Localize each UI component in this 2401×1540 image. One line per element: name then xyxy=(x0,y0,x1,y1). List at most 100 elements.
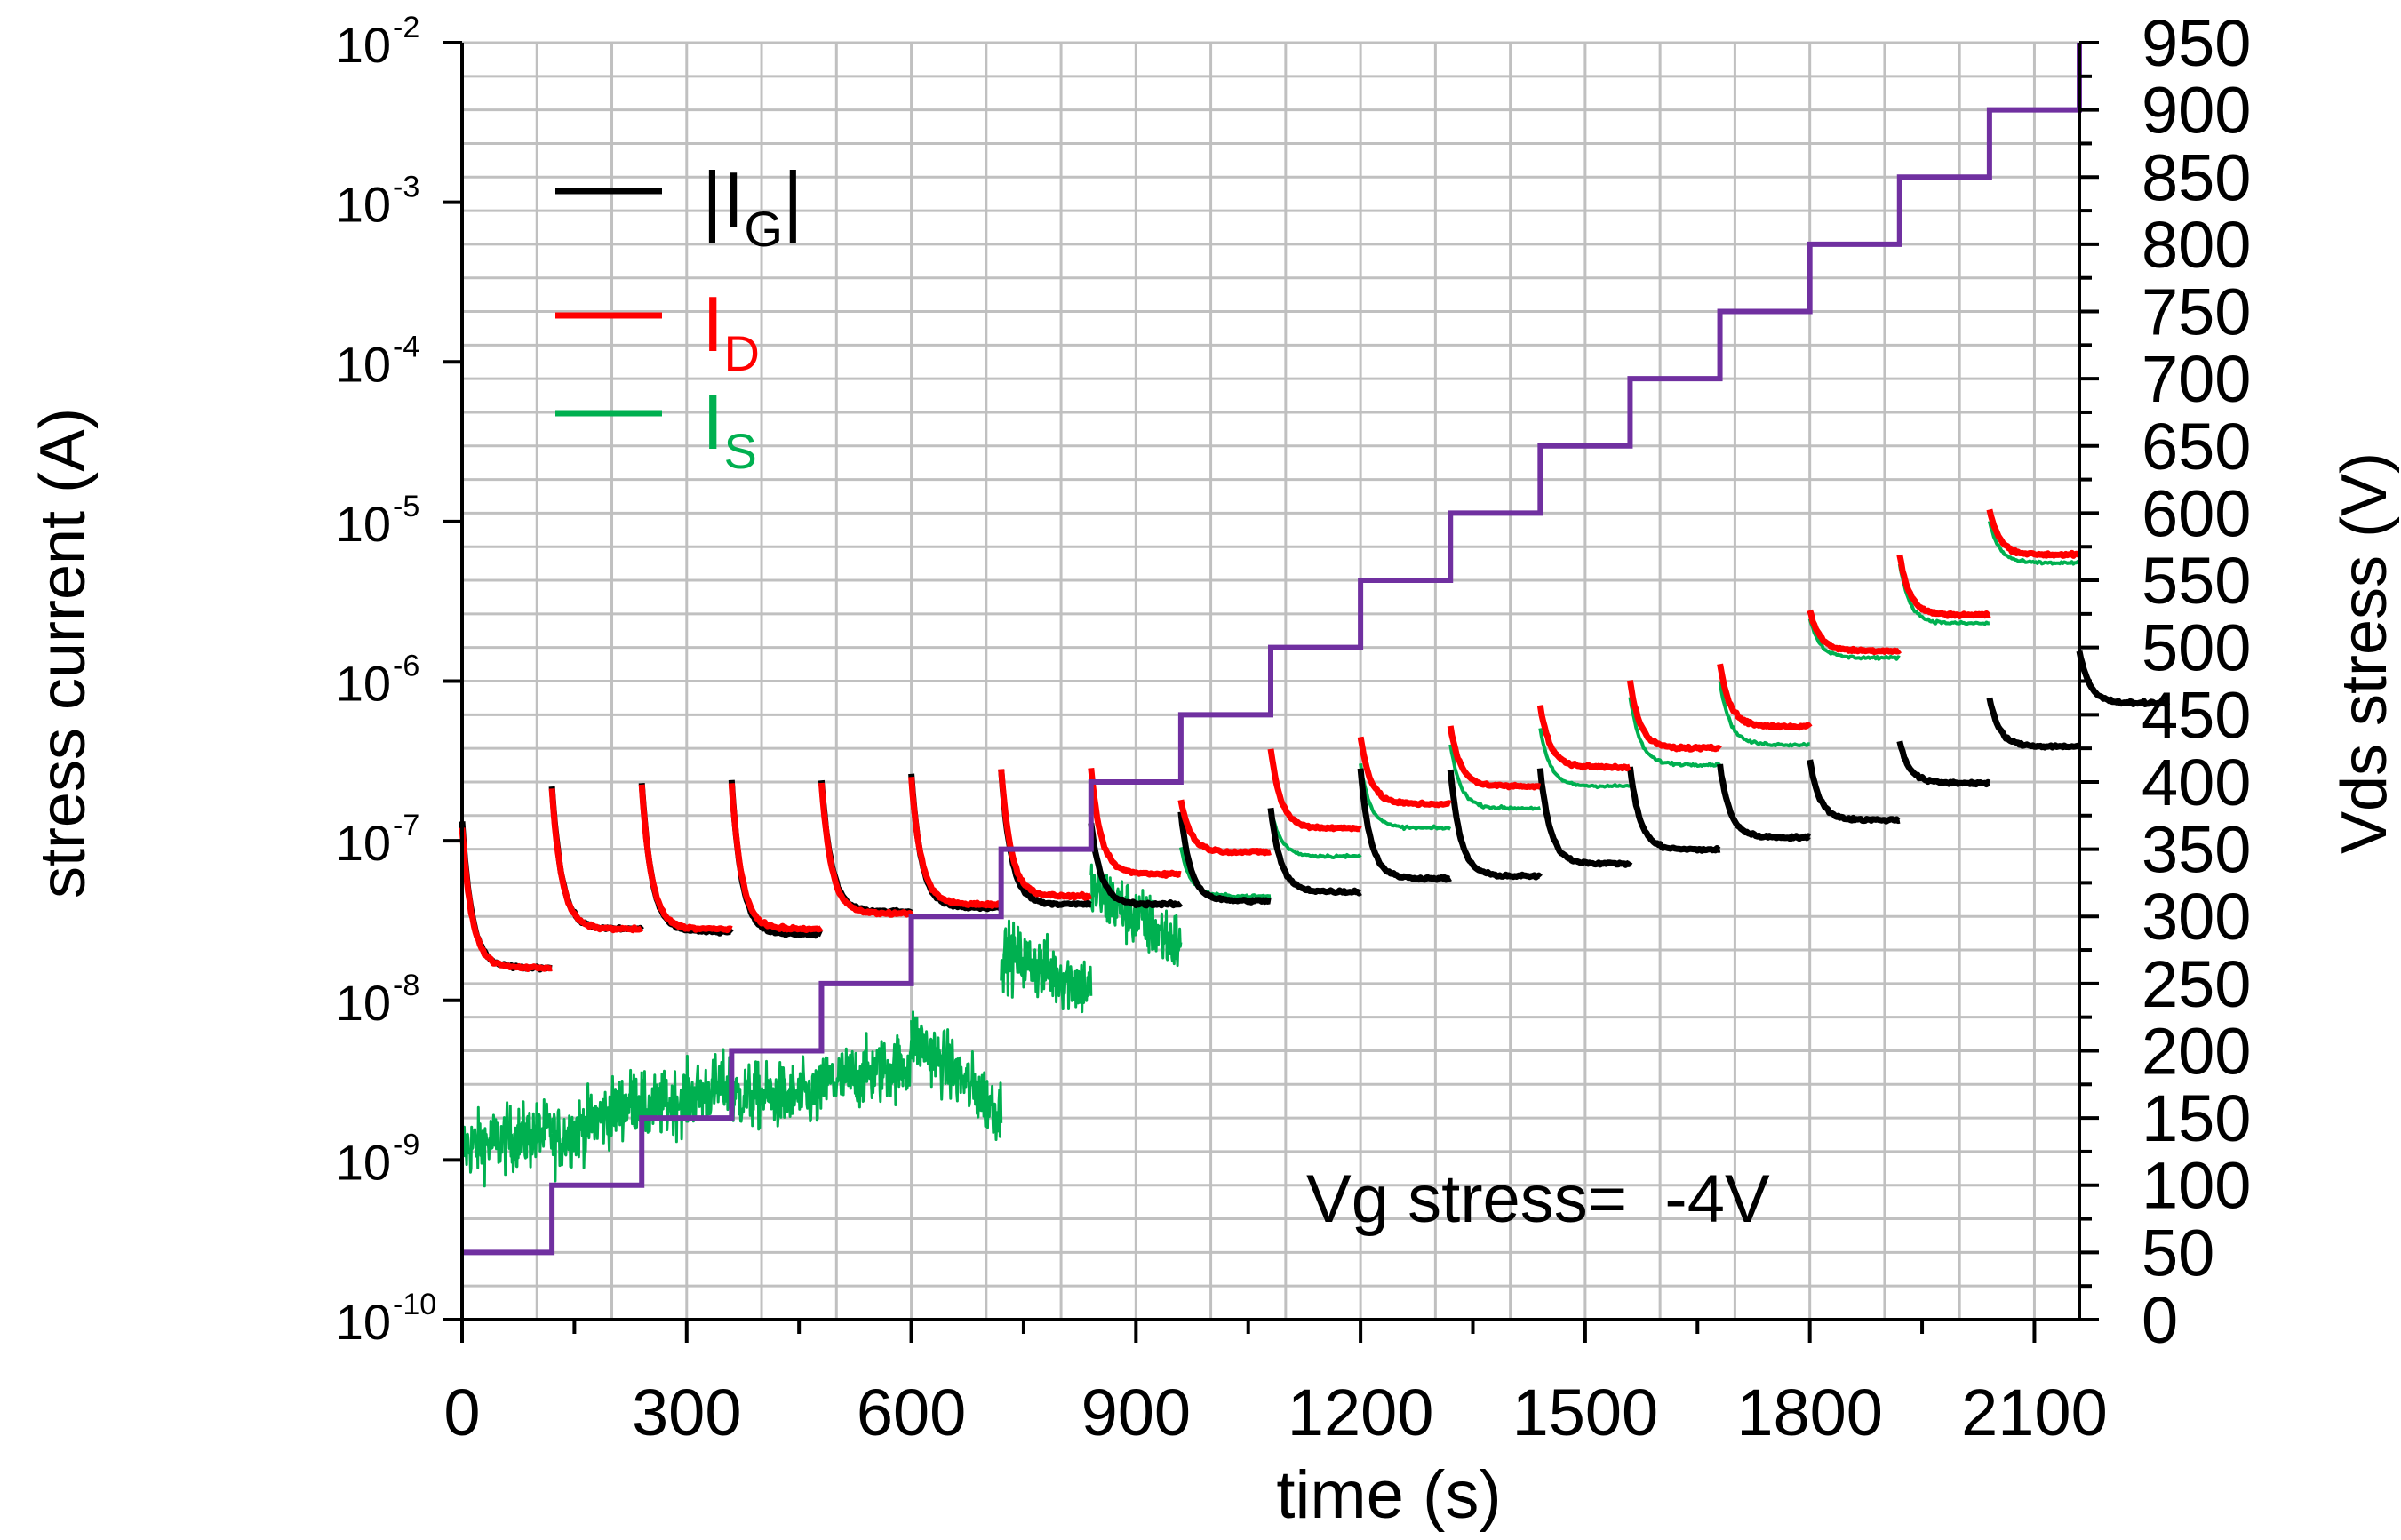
series-segment xyxy=(1896,554,1991,619)
series-segment xyxy=(550,1068,643,1183)
vg-stress-annotation: Vg stress= -4V xyxy=(1306,1161,1770,1237)
tick-base: 10 xyxy=(336,656,391,712)
series-segment xyxy=(1357,768,1452,883)
series-id xyxy=(459,508,2082,972)
series-segment xyxy=(1448,744,1541,811)
series-segment xyxy=(1088,822,1184,909)
tick-exponent: -8 xyxy=(393,969,419,1002)
series-segment xyxy=(1177,811,1272,906)
right-y-tick-label: 800 xyxy=(2142,208,2251,282)
series-segment xyxy=(1986,697,2081,751)
x-tick-label: 2100 xyxy=(1961,1376,2108,1449)
left-y-tick-label: 10 -8 xyxy=(336,969,420,1031)
tick-exponent: -5 xyxy=(393,490,419,523)
series-segment xyxy=(818,779,913,916)
series-segment xyxy=(908,773,1003,913)
tick-exponent: -6 xyxy=(393,650,419,683)
tick-base: 10 xyxy=(336,496,391,552)
right-y-tick-label: 550 xyxy=(2142,544,2251,618)
series-segment xyxy=(1447,725,1543,791)
x-tick-label: 1200 xyxy=(1288,1376,1434,1449)
series-segment xyxy=(1357,736,1452,809)
right-y-tick-label: 650 xyxy=(2142,410,2251,483)
series-segment xyxy=(1088,768,1183,879)
series-segment xyxy=(459,821,554,973)
series-segment xyxy=(1089,863,1183,968)
series-segment xyxy=(1626,680,1722,753)
series-segment xyxy=(818,782,914,918)
series-segment xyxy=(1536,705,1632,772)
series-segment xyxy=(910,1010,1003,1141)
series-segment xyxy=(1718,681,1810,748)
x-tick-label: 900 xyxy=(1081,1376,1191,1449)
x-axis-title: time (s) xyxy=(1276,1457,1501,1533)
tick-labels: 0 300 600 900 1200 1500 1800 2100 10 -2 10-3 10-4 10… xyxy=(336,6,2252,1449)
series-segment xyxy=(2076,650,2171,707)
series-segment xyxy=(1000,919,1093,1014)
x-tick-label: 1500 xyxy=(1512,1376,1659,1449)
tick-exponent: -10 xyxy=(393,1288,436,1321)
series-segment xyxy=(728,779,824,939)
left-y-tick-label: 10 -10 xyxy=(336,1288,436,1350)
series-segment xyxy=(819,1032,913,1109)
series-segment xyxy=(460,1098,554,1188)
series-segment xyxy=(1267,748,1362,833)
right-y-axis-title: Vds stress (V) xyxy=(2329,452,2400,854)
tick-base: 10 xyxy=(336,1134,391,1190)
right-y-tick-label: 200 xyxy=(2142,1014,2251,1088)
right-y-tick-label: 150 xyxy=(2142,1081,2251,1155)
series-segment xyxy=(459,827,554,972)
left-y-tick-label: 10 -9 xyxy=(336,1128,420,1190)
vds-stress-series xyxy=(462,43,2082,1256)
axes xyxy=(443,41,2099,1343)
left-y-tick-label: 10 -3 xyxy=(336,171,420,233)
left-y-tick-label: 10 -4 xyxy=(336,330,420,392)
right-y-tick-label: 300 xyxy=(2142,880,2251,954)
left-y-tick-label: 10 -7 xyxy=(336,809,420,871)
right-y-tick-label: 400 xyxy=(2142,746,2251,819)
series-segment xyxy=(548,786,644,933)
right-y-tick-label: 250 xyxy=(2142,947,2251,1021)
x-tick-label: 300 xyxy=(632,1376,741,1449)
legend-entry: IS xyxy=(555,378,757,479)
right-y-tick-label: 850 xyxy=(2142,140,2251,214)
series-ig xyxy=(459,650,2171,973)
legend-entry: |IG| xyxy=(555,156,803,257)
vds-staircase xyxy=(462,43,2082,1256)
series-segment xyxy=(1807,609,1902,656)
series-segment xyxy=(728,783,824,933)
right-y-tick-label: 950 xyxy=(2142,6,2251,80)
series-segment xyxy=(1538,728,1631,790)
series-segment xyxy=(1717,763,1812,842)
left-y-axis-title: stress current (A) xyxy=(28,408,99,898)
series-is xyxy=(460,520,2081,1188)
tick-base: 10 xyxy=(336,177,391,233)
tick-exponent: -7 xyxy=(393,809,419,842)
right-y-tick-label: 500 xyxy=(2142,611,2251,685)
right-y-tick-label: 700 xyxy=(2142,342,2251,416)
series-segment xyxy=(1447,769,1543,881)
series-segment xyxy=(1986,508,2082,559)
right-y-tick-label: 750 xyxy=(2142,275,2251,349)
legend-label: |IG| xyxy=(702,156,803,257)
series-segment xyxy=(1987,520,2081,566)
right-y-tick-label: 0 xyxy=(2142,1283,2178,1357)
series-segment xyxy=(1628,697,1722,768)
series-segment xyxy=(1626,766,1722,854)
series-segment xyxy=(1896,740,1991,788)
series-segment xyxy=(640,1048,733,1144)
left-y-tick-label: 10 -6 xyxy=(336,650,420,712)
tick-base: 10 xyxy=(336,1294,391,1350)
series-segment xyxy=(730,1055,823,1131)
x-tick-label: 600 xyxy=(857,1376,966,1449)
series-segment xyxy=(998,769,1093,901)
series-segment xyxy=(998,769,1093,908)
right-y-tick-label: 50 xyxy=(2142,1216,2214,1289)
series-segment xyxy=(1536,768,1633,868)
tick-exponent: -2 xyxy=(393,11,419,44)
x-tick-label: 1800 xyxy=(1736,1376,1883,1449)
series-segment xyxy=(1807,618,1901,661)
series-segment xyxy=(1267,807,1362,897)
